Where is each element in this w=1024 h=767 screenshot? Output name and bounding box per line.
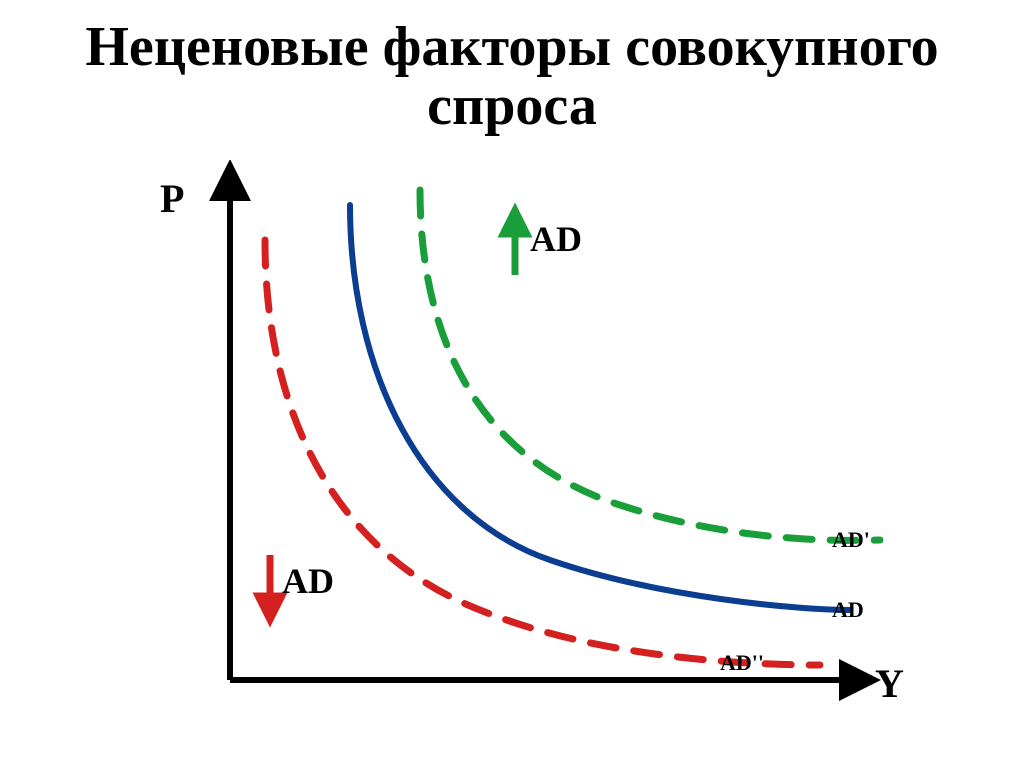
curves-group [265,190,880,665]
slide: Неценовые факторы совокупного спроса [0,0,1024,767]
chart: P Y AD' AD AD'' AD AD [120,160,900,720]
page-title: Неценовые факторы совокупного спроса [0,18,1024,136]
curve-label-ad-dblprime: AD'' [720,650,764,676]
curve-label-ad: AD [832,597,864,623]
curve-ad [350,205,850,610]
axis-label-y: Y [875,660,904,707]
axis-label-p: P [160,175,184,222]
shift-down-label: AD [282,560,334,602]
shift-up-label: AD [530,218,582,260]
chart-svg [120,160,900,720]
curve-ad-prime [420,190,880,540]
curve-label-ad-prime: AD' [832,527,870,553]
